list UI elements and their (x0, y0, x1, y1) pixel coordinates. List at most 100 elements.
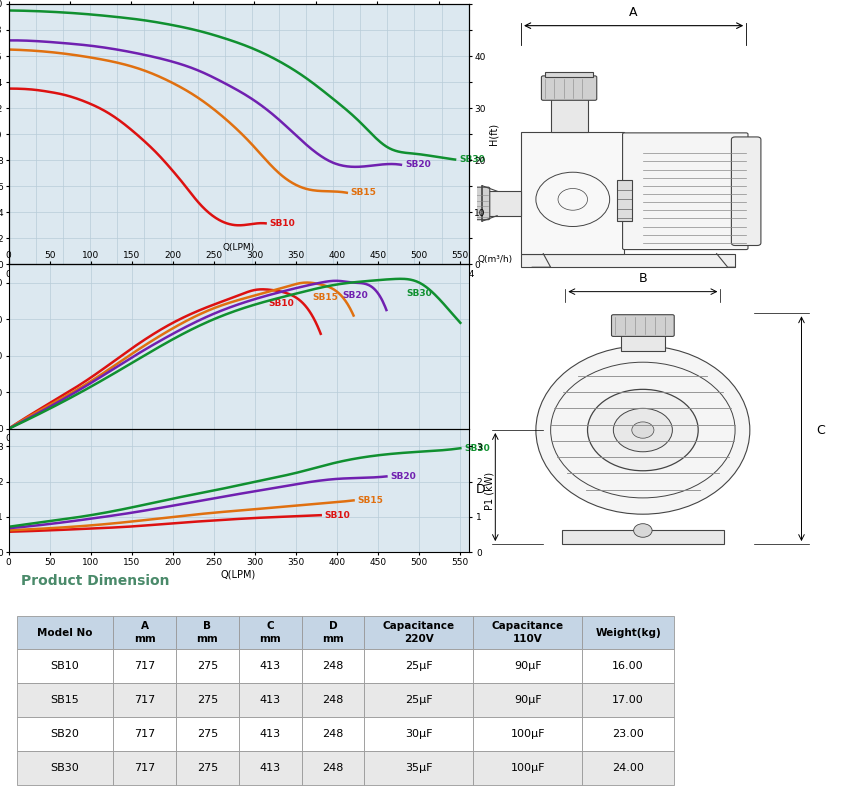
Circle shape (614, 408, 672, 452)
Bar (562, 530, 724, 544)
Text: 275: 275 (196, 763, 218, 773)
Text: SB15: SB15 (351, 188, 377, 198)
Text: SB15: SB15 (51, 695, 79, 705)
Bar (582, 615, 674, 649)
Text: SB10: SB10 (269, 299, 295, 308)
Text: SB15: SB15 (358, 496, 383, 505)
Text: 17.00: 17.00 (612, 695, 644, 705)
Text: 248: 248 (322, 729, 343, 739)
Text: Q(m³/h): Q(m³/h) (478, 255, 513, 265)
FancyBboxPatch shape (622, 133, 748, 250)
Text: SB15: SB15 (313, 292, 338, 302)
Text: 90μF: 90μF (513, 661, 541, 672)
Text: Model No: Model No (37, 627, 93, 638)
Text: 25μF: 25μF (405, 695, 433, 705)
Bar (113, 717, 176, 751)
Text: 413: 413 (259, 661, 280, 672)
Bar (551, 91, 587, 131)
Y-axis label: H(ft): H(ft) (489, 123, 498, 145)
Bar (620, 329, 665, 352)
Bar (239, 649, 302, 683)
Bar (302, 649, 365, 683)
Text: SB20: SB20 (51, 729, 79, 739)
Text: 275: 275 (196, 695, 218, 705)
FancyBboxPatch shape (521, 254, 735, 267)
Bar (17, 717, 113, 751)
Bar (302, 751, 365, 785)
Bar (473, 615, 582, 649)
Text: SB20: SB20 (405, 160, 431, 169)
Text: 413: 413 (259, 695, 280, 705)
Circle shape (633, 524, 652, 537)
Circle shape (632, 422, 654, 438)
Text: SB30: SB30 (464, 444, 490, 453)
Bar (302, 683, 365, 717)
FancyBboxPatch shape (731, 137, 761, 246)
Bar (113, 649, 176, 683)
Text: 248: 248 (322, 695, 343, 705)
Circle shape (587, 389, 698, 471)
X-axis label: Q(LPM): Q(LPM) (221, 570, 256, 580)
FancyBboxPatch shape (472, 187, 490, 220)
Bar (473, 683, 582, 717)
Bar (239, 615, 302, 649)
Text: 717: 717 (134, 695, 156, 705)
Bar (582, 717, 674, 751)
Text: A: A (629, 6, 638, 19)
Bar (302, 615, 365, 649)
Text: SB20: SB20 (343, 291, 368, 300)
Bar (176, 717, 239, 751)
Bar (17, 615, 113, 649)
Text: 100μF: 100μF (510, 729, 545, 739)
Bar (473, 649, 582, 683)
Bar (582, 683, 674, 717)
Bar (365, 717, 473, 751)
Text: SB20: SB20 (390, 472, 416, 481)
X-axis label: Q(LPM): Q(LPM) (223, 243, 255, 252)
Bar (17, 649, 113, 683)
Bar (113, 751, 176, 785)
Text: Product Dimension: Product Dimension (21, 574, 169, 588)
Bar (113, 683, 176, 717)
Text: D: D (476, 483, 485, 496)
Bar (176, 683, 239, 717)
Bar (17, 751, 113, 785)
Text: SB10: SB10 (51, 661, 79, 672)
Text: 100μF: 100μF (510, 763, 545, 773)
Bar (113, 615, 176, 649)
Bar (473, 751, 582, 785)
Text: 24.00: 24.00 (612, 763, 644, 773)
Text: 248: 248 (322, 763, 343, 773)
Text: D
mm: D mm (322, 621, 343, 644)
Bar (176, 649, 239, 683)
Bar (473, 717, 582, 751)
Text: 275: 275 (196, 661, 218, 672)
Text: SB30: SB30 (459, 155, 484, 164)
Bar (365, 615, 473, 649)
Bar (582, 751, 674, 785)
Text: 35μF: 35μF (405, 763, 433, 773)
Text: B
mm: B mm (196, 621, 218, 644)
Text: 25μF: 25μF (405, 661, 433, 672)
Text: 23.00: 23.00 (612, 729, 644, 739)
Text: SB30: SB30 (406, 289, 433, 298)
Text: SB10: SB10 (325, 510, 350, 520)
Text: 717: 717 (134, 661, 156, 672)
Bar (17, 683, 113, 717)
Text: Capacitance
220V: Capacitance 220V (382, 621, 455, 644)
FancyBboxPatch shape (521, 131, 625, 254)
Ellipse shape (536, 346, 750, 514)
Bar (484, 191, 521, 216)
Bar (239, 717, 302, 751)
FancyBboxPatch shape (611, 314, 674, 337)
Bar (545, 72, 593, 77)
Text: 717: 717 (134, 729, 156, 739)
Bar (176, 751, 239, 785)
Text: Weight(kg): Weight(kg) (595, 627, 661, 638)
Text: 275: 275 (196, 729, 218, 739)
FancyBboxPatch shape (541, 76, 597, 100)
Text: 90μF: 90μF (513, 695, 541, 705)
Text: SB10: SB10 (269, 219, 296, 228)
Text: 30μF: 30μF (405, 729, 433, 739)
Text: C
mm: C mm (259, 621, 281, 644)
